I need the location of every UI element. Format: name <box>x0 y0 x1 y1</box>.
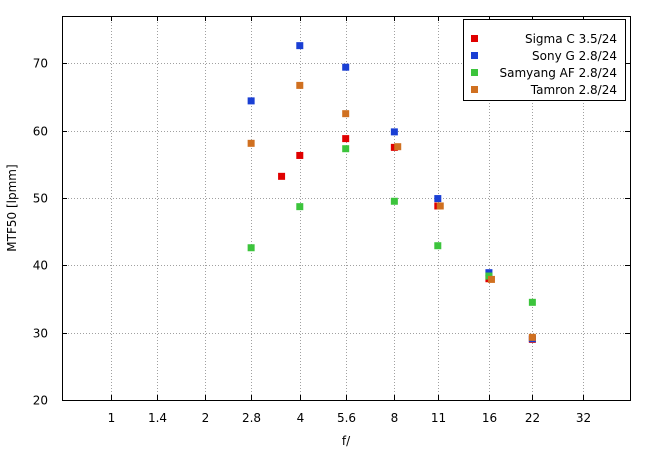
y-tick-label: 70 <box>33 57 48 71</box>
data-point <box>487 275 495 283</box>
x-tick-label: 8 <box>391 411 399 425</box>
x-tick-label: 1.4 <box>148 411 167 425</box>
x-tick-label: 4 <box>297 411 305 425</box>
legend-marker <box>471 35 478 42</box>
legend-marker <box>471 69 478 76</box>
x-tick-label: 16 <box>482 411 497 425</box>
x-tick-label: 22 <box>525 411 540 425</box>
legend-entry: Tamron 2.8/24 <box>530 83 617 97</box>
data-point <box>278 172 286 180</box>
y-axis-label: MTF50 [lpmm] <box>5 164 19 251</box>
y-tick-label: 30 <box>33 327 48 341</box>
legend-entry: Sony G 2.8/24 <box>532 49 617 63</box>
data-point <box>436 202 444 210</box>
data-point <box>342 135 350 143</box>
series-0 <box>278 135 536 343</box>
data-point <box>342 110 350 118</box>
data-point <box>296 81 304 89</box>
data-point <box>434 195 442 203</box>
data-points <box>247 42 536 343</box>
x-axis-label: f/ <box>342 434 351 448</box>
y-tick-label: 60 <box>33 125 48 139</box>
data-point <box>247 97 255 105</box>
x-tick-label: 1 <box>108 411 116 425</box>
series-3 <box>247 81 536 341</box>
data-point <box>247 244 255 252</box>
data-point <box>247 139 255 147</box>
legend-marker <box>471 86 478 93</box>
legend-entry: Samyang AF 2.8/24 <box>500 66 617 80</box>
data-point <box>528 298 536 306</box>
data-point <box>390 197 398 205</box>
data-point <box>434 242 442 250</box>
x-tick-label: 32 <box>576 411 591 425</box>
legend-entry: Sigma C 3.5/24 <box>525 32 617 46</box>
data-point <box>296 42 304 50</box>
y-tick-label: 50 <box>33 192 48 206</box>
x-tick-label: 11 <box>431 411 446 425</box>
data-point <box>296 151 304 159</box>
data-point <box>528 333 536 341</box>
data-point <box>342 145 350 153</box>
legend-marker <box>471 52 478 59</box>
data-point <box>390 128 398 136</box>
data-point <box>394 143 402 151</box>
y-tick-label: 20 <box>33 394 48 408</box>
x-tick-label: 5.6 <box>337 411 356 425</box>
x-tick-label: 2.8 <box>242 411 261 425</box>
legend-box <box>463 19 626 101</box>
data-point <box>342 63 350 71</box>
legend: Sigma C 3.5/24 Sony G 2.8/24 Samyang AF 2.… <box>463 19 626 101</box>
y-tick-label: 40 <box>33 259 48 273</box>
x-tick-label: 2 <box>202 411 210 425</box>
axis-ticks: 1 1.4 2 2.8 4 5.6 8 11 16 22 32 20 30 40 50 60 70 <box>33 16 630 425</box>
data-point <box>296 203 304 211</box>
